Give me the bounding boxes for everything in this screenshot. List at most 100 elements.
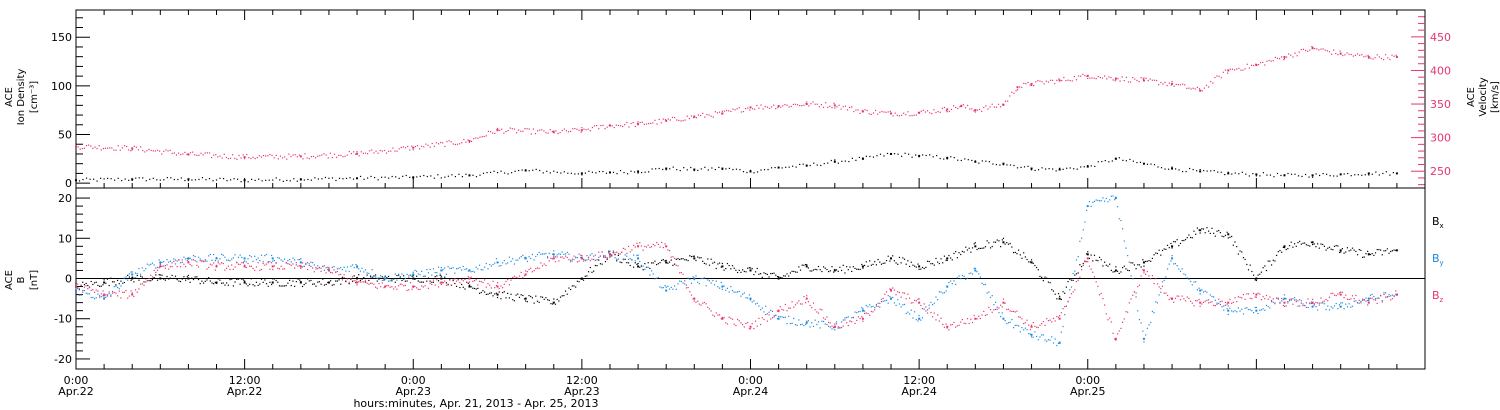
bz-sample — [85, 285, 87, 287]
velocity-sample — [768, 107, 771, 109]
by-sample — [308, 263, 310, 265]
bx-sample — [401, 279, 403, 282]
bz-sample — [1114, 338, 1116, 340]
by-sample — [297, 259, 299, 261]
bz-sample — [1244, 298, 1246, 300]
velocity-sample — [1359, 54, 1361, 56]
by-sample — [457, 267, 459, 270]
bx-sample — [1044, 276, 1046, 278]
bx-data-point — [524, 297, 527, 300]
velocity-sample — [119, 149, 121, 151]
bx-sample — [794, 271, 797, 273]
density-sample — [1389, 174, 1391, 176]
bx-sample — [550, 303, 552, 305]
bz-sample — [543, 263, 545, 265]
top-left-axis-title: ACE Ion Density [cm⁻³] — [4, 69, 40, 126]
by-sample — [1241, 308, 1243, 310]
bz-sample — [778, 310, 780, 313]
velocity-sample — [643, 123, 646, 125]
bx-sample — [323, 284, 326, 286]
by-sample — [1173, 263, 1175, 265]
density-sample — [974, 160, 976, 162]
density-sample — [623, 171, 625, 174]
density-sample — [1094, 165, 1096, 168]
bx-sample — [760, 273, 762, 275]
by-sample — [1318, 304, 1320, 306]
velocity-sample — [273, 157, 275, 159]
bx-sample — [897, 263, 899, 265]
density-sample — [816, 164, 818, 166]
bz-sample — [133, 295, 135, 298]
bz-sample — [897, 291, 899, 293]
by-sample — [143, 270, 145, 272]
bx-sample — [877, 258, 879, 261]
bz-sample — [1288, 298, 1291, 300]
by-sample — [1374, 297, 1377, 300]
bx-sample — [932, 263, 934, 265]
bz-sample — [1082, 264, 1084, 267]
bx-sample — [725, 267, 727, 270]
bx-sample — [1029, 261, 1032, 263]
bx-sample — [1371, 253, 1373, 255]
bx-sample — [1239, 250, 1241, 252]
bz-sample — [1207, 302, 1210, 304]
bx-sample — [209, 280, 211, 282]
by-sample — [677, 283, 679, 285]
density-data-point — [974, 160, 977, 163]
density-sample — [1185, 170, 1187, 173]
density-sample — [721, 168, 723, 170]
bx-sample — [1390, 250, 1392, 253]
velocity-sample — [1149, 78, 1151, 80]
by-sample — [713, 284, 716, 286]
bz-sample — [796, 302, 798, 304]
by-sample — [703, 277, 706, 279]
by-sample — [123, 277, 125, 279]
by-sample — [1195, 281, 1197, 283]
bz-sample — [953, 321, 955, 324]
bx-sample — [242, 279, 245, 281]
bx-sample — [1265, 269, 1268, 272]
bx-sample — [930, 263, 932, 265]
density-sample — [1044, 168, 1047, 170]
bz-sample — [1327, 300, 1329, 302]
bz-sample — [720, 318, 722, 320]
density-sample — [194, 179, 197, 181]
bz-sample — [640, 245, 643, 247]
density-sample — [1122, 159, 1124, 161]
bx-sample — [738, 269, 740, 271]
velocity-sample — [509, 127, 511, 129]
by-sample — [1270, 301, 1273, 303]
by-sample — [241, 256, 243, 258]
density-sample — [496, 171, 499, 174]
bz-sample — [1072, 291, 1074, 293]
bx-sample — [1388, 252, 1390, 254]
bx-sample — [1219, 232, 1222, 234]
velocity-sample — [547, 132, 549, 134]
velocity-sample — [390, 150, 392, 152]
velocity-sample — [115, 149, 117, 151]
bz-sample — [1107, 319, 1109, 321]
bx-sample — [1365, 253, 1367, 255]
velocity-sample — [524, 127, 526, 130]
bx-sample — [454, 282, 456, 285]
bz-sample — [1109, 317, 1111, 319]
by-sample — [359, 270, 362, 272]
density-sample — [447, 175, 449, 177]
density-sample — [1062, 168, 1064, 170]
bx-sample — [278, 285, 281, 287]
bx-sample — [340, 283, 342, 285]
by-sample — [237, 256, 240, 258]
velocity-sample — [388, 150, 390, 152]
bz-sample — [206, 268, 208, 270]
bx-sample — [970, 251, 972, 253]
velocity-sample — [1112, 79, 1114, 81]
bx-sample — [1186, 237, 1188, 239]
bz-sample — [1088, 265, 1091, 267]
by-sample — [452, 267, 454, 269]
density-sample — [535, 168, 537, 171]
by-data-point — [665, 289, 668, 292]
density-sample — [560, 172, 562, 174]
by-sample — [726, 287, 729, 289]
bz-sample — [295, 262, 297, 264]
x-tick-date-label: Apr.24 — [901, 385, 937, 398]
